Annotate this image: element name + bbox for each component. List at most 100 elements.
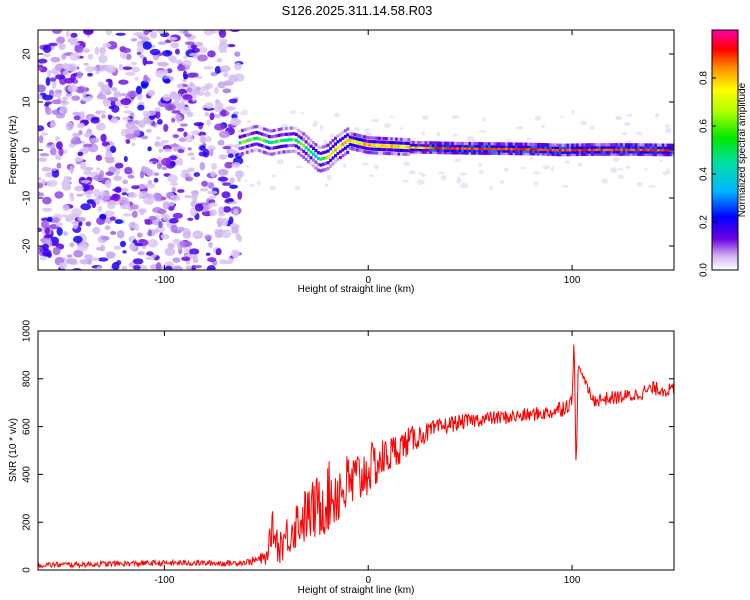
spectrogram-cell	[356, 144, 360, 148]
spectrogram-cell	[610, 147, 614, 152]
spectrogram-cell	[287, 138, 291, 142]
colorbar-tick-label: 0.6	[699, 119, 710, 133]
spectrogram-cell	[134, 76, 139, 81]
spectrogram-y-tick-label: 20	[22, 48, 33, 60]
spectrogram-cell	[155, 262, 162, 270]
spectrogram-cell	[238, 135, 242, 139]
spectrogram-cell	[456, 146, 460, 150]
spectrogram-cell	[299, 136, 303, 140]
spectrogram-cell	[72, 132, 80, 138]
spectrogram-cell	[211, 163, 217, 170]
spectrogram-cell	[593, 150, 597, 154]
spectrogram-cell	[183, 74, 189, 80]
spectrogram-cell	[368, 136, 372, 140]
spectrogram-cell	[593, 147, 597, 152]
spectrogram-cell	[356, 148, 360, 152]
spectrogram-cell	[453, 146, 457, 150]
spectrogram-cell	[174, 96, 179, 104]
spectrogram-cell	[245, 139, 249, 143]
spectrogram-cell	[73, 115, 81, 121]
spectrogram-cell	[627, 147, 631, 152]
spectrogram-cell	[96, 93, 107, 100]
spectrogram-cell	[512, 149, 516, 153]
spectrogram-cell	[561, 148, 565, 152]
spectrogram-cell	[666, 143, 670, 147]
spectrogram-cell	[187, 217, 194, 221]
spectrogram-cell	[470, 144, 474, 148]
spectrogram-cell	[402, 152, 406, 156]
spectrogram-cell	[38, 125, 45, 132]
spectrogram-cell	[436, 141, 440, 145]
spectrogram-cell	[618, 174, 624, 180]
spectrogram-cell	[510, 149, 514, 153]
spectrogram-cell	[532, 145, 536, 149]
spectrogram-cell	[524, 152, 528, 156]
spectrogram-cell	[568, 148, 572, 152]
spectrogram-cell	[163, 123, 169, 132]
spectrogram-cell	[603, 152, 607, 156]
spectrogram-cell	[578, 152, 582, 157]
spectrogram-cell	[649, 143, 653, 147]
spectrogram-cell	[42, 196, 52, 205]
spectrogram-cell	[282, 150, 286, 154]
spectrogram-cell	[400, 152, 404, 156]
spectrogram-cell	[260, 132, 264, 136]
spectrogram-cell	[122, 47, 132, 54]
spectrogram-cell	[156, 118, 163, 125]
spectrogram-cell	[470, 146, 474, 150]
spectrogram-cell	[104, 210, 115, 217]
spectrogram-cell	[632, 143, 636, 147]
spectrogram-cell	[210, 170, 216, 178]
spectrogram-cell	[248, 132, 252, 136]
spectrogram-cell	[62, 70, 70, 77]
spectrogram-cell	[270, 152, 274, 156]
spectrogram-cell	[387, 144, 391, 148]
spectrogram-cell	[356, 141, 360, 145]
spectrogram-cell	[238, 152, 242, 157]
spectrogram-cell	[311, 158, 315, 162]
spectrogram-cell	[620, 145, 624, 149]
spectrogram-cell	[127, 174, 135, 179]
spectrogram-cell	[568, 145, 572, 150]
spectrogram-cell	[307, 154, 311, 158]
spectrogram-cell	[551, 152, 555, 157]
spectrogram-cell	[265, 151, 269, 155]
spectrogram-cell	[632, 150, 636, 154]
spectrogram-cell	[654, 143, 658, 147]
spectrogram-cell	[573, 148, 577, 152]
spectrogram-cell	[189, 81, 194, 88]
spectrogram-cell	[360, 134, 364, 138]
spectrogram-cell	[489, 185, 494, 191]
spectrogram-cell	[221, 229, 232, 239]
spectrogram-cell	[111, 193, 121, 202]
spectrogram-cell	[122, 213, 133, 217]
spectrogram-cell	[515, 147, 519, 151]
spectrogram-cell	[419, 148, 423, 152]
spectrogram-cell	[120, 187, 129, 193]
spectrogram-cell	[537, 147, 541, 151]
spectrogram-cell	[249, 183, 255, 187]
spectrogram-cell	[502, 147, 506, 151]
spectrogram-cell	[309, 138, 313, 143]
spectrogram-cell	[375, 136, 379, 140]
spectrogram-cell	[556, 145, 560, 150]
spectrogram-cell	[123, 155, 128, 162]
spectrogram-cell	[314, 154, 318, 158]
spectrogram-cell	[387, 151, 391, 156]
spectrogram-cell	[351, 136, 355, 140]
spectrogram-cell	[461, 141, 465, 146]
spectrogram-cell	[500, 147, 504, 151]
spectrogram-cell	[642, 152, 646, 156]
spectrogram-cell	[370, 136, 374, 140]
spectrogram-cell	[329, 133, 335, 138]
spectrogram-cell	[473, 146, 477, 150]
spectrogram-cell	[258, 149, 262, 153]
spectrogram-cell	[158, 61, 169, 67]
spectrogram-cell	[166, 157, 172, 164]
spectrogram-cell	[417, 150, 421, 154]
spectrogram-cell	[407, 152, 411, 157]
spectrogram-cell	[452, 114, 460, 119]
spectrogram-cell	[182, 230, 192, 239]
spectrogram-cell	[100, 133, 107, 143]
spectrogram-cell	[130, 61, 138, 65]
